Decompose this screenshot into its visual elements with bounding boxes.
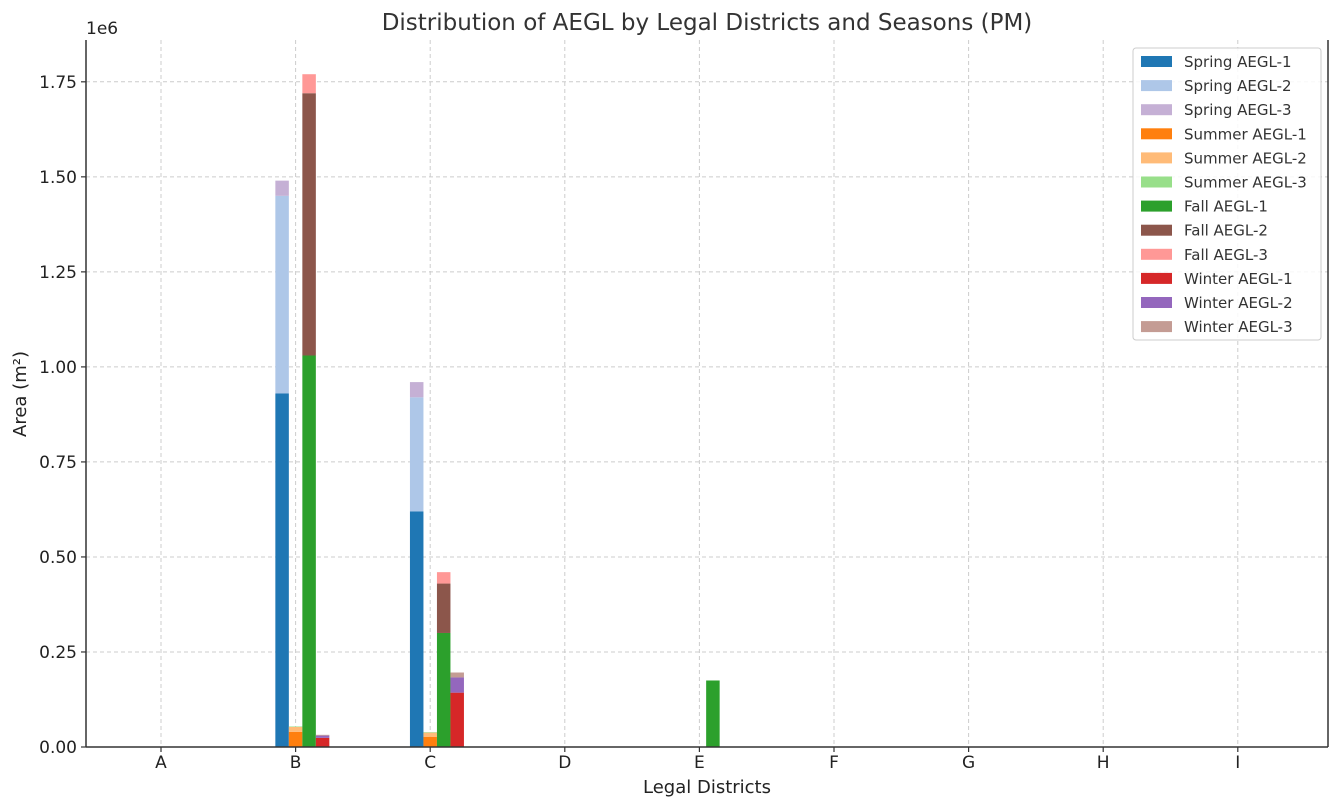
bar-segment xyxy=(315,735,330,738)
legend-label: Fall AEGL-3 xyxy=(1184,246,1268,264)
legend-label: Summer AEGL-2 xyxy=(1184,149,1307,167)
bar-segment xyxy=(436,572,451,584)
bar-segment xyxy=(302,93,316,356)
y-axis-label: Area (m²) xyxy=(10,351,31,437)
legend-swatch xyxy=(1141,224,1172,236)
legend-swatch xyxy=(1141,104,1172,116)
legend-label: Fall AEGL-1 xyxy=(1184,198,1268,216)
bar-segment xyxy=(450,692,464,747)
x-tick-label: B xyxy=(290,753,302,773)
legend-swatch xyxy=(1141,321,1172,333)
legend-swatch xyxy=(1141,80,1172,92)
y-tick-label: 0.50 xyxy=(39,548,77,568)
x-tick-label: D xyxy=(558,753,571,773)
bar-segment xyxy=(450,672,464,678)
chart-title: Distribution of AEGL by Legal Districts … xyxy=(382,10,1033,36)
x-axis-label: Legal Districts xyxy=(643,777,771,798)
x-tick-label: F xyxy=(829,753,839,773)
y-scale-label: 1e6 xyxy=(86,19,118,39)
legend-swatch xyxy=(1141,297,1172,308)
bar-segment xyxy=(706,680,720,747)
legend-label: Spring AEGL-2 xyxy=(1184,77,1292,95)
legend-swatch xyxy=(1141,200,1172,212)
x-tick-label: I xyxy=(1235,753,1240,773)
legend-swatch xyxy=(1141,56,1172,67)
legend-label: Spring AEGL-1 xyxy=(1184,53,1292,71)
bar-segment xyxy=(450,677,464,693)
y-tick-label: 1.00 xyxy=(39,358,77,378)
bar-segment xyxy=(423,732,437,737)
legend-label: Summer AEGL-1 xyxy=(1184,125,1307,143)
x-tick-label: H xyxy=(1097,753,1110,773)
bar-segment xyxy=(288,731,303,747)
bar-segment xyxy=(288,726,303,732)
bar-segment xyxy=(275,180,289,196)
legend-label: Fall AEGL-2 xyxy=(1184,222,1268,240)
bar-segment xyxy=(302,74,316,94)
bar-segment xyxy=(409,397,424,512)
legend-swatch xyxy=(1141,152,1172,164)
bar-segment xyxy=(436,583,451,633)
x-tick-label: C xyxy=(424,753,436,773)
legend-label: Summer AEGL-3 xyxy=(1184,174,1307,192)
x-tick-label: E xyxy=(694,753,705,773)
y-tick-label: 1.75 xyxy=(39,73,77,93)
legend-label: Winter AEGL-3 xyxy=(1184,318,1293,336)
bar-segment xyxy=(288,726,303,727)
axes xyxy=(85,40,1329,748)
legend-swatch xyxy=(1141,128,1172,140)
grid xyxy=(86,40,1328,747)
bar-segment xyxy=(409,511,424,747)
y-tick-label: 0.25 xyxy=(39,643,77,663)
y-tick-label: 1.50 xyxy=(39,168,77,188)
legend-label: Winter AEGL-2 xyxy=(1184,294,1293,312)
bars xyxy=(275,74,720,747)
legend-box xyxy=(1132,47,1322,341)
legend-label: Winter AEGL-1 xyxy=(1184,270,1293,288)
y-tick-label: 0.00 xyxy=(39,738,77,758)
legend-label: Spring AEGL-3 xyxy=(1184,101,1292,119)
x-tick-label: A xyxy=(155,753,167,773)
bar-segment xyxy=(315,734,330,736)
bar-segment xyxy=(302,355,316,747)
x-tick-label: G xyxy=(962,753,975,773)
y-tick-label: 0.75 xyxy=(39,453,77,473)
legend-swatch xyxy=(1141,176,1172,188)
bar-segment xyxy=(423,736,437,747)
y-tick-label: 1.25 xyxy=(39,263,77,283)
bar-segment xyxy=(436,632,451,747)
legend-swatch xyxy=(1141,248,1172,260)
legend: Spring AEGL-1 Spring AEGL-2 Spring AEGL-3 S… xyxy=(1132,47,1322,341)
ticks: 0.00 0.25 0.50 0.75 1.00 1.25 1.50 1.75 A B C D E F G H… xyxy=(39,73,1240,773)
bar-segment xyxy=(275,393,289,747)
bar-segment xyxy=(423,732,437,733)
legend-swatch xyxy=(1141,272,1172,284)
bar-segment xyxy=(409,382,424,398)
bar-segment xyxy=(315,737,330,747)
bar-segment xyxy=(275,195,289,394)
